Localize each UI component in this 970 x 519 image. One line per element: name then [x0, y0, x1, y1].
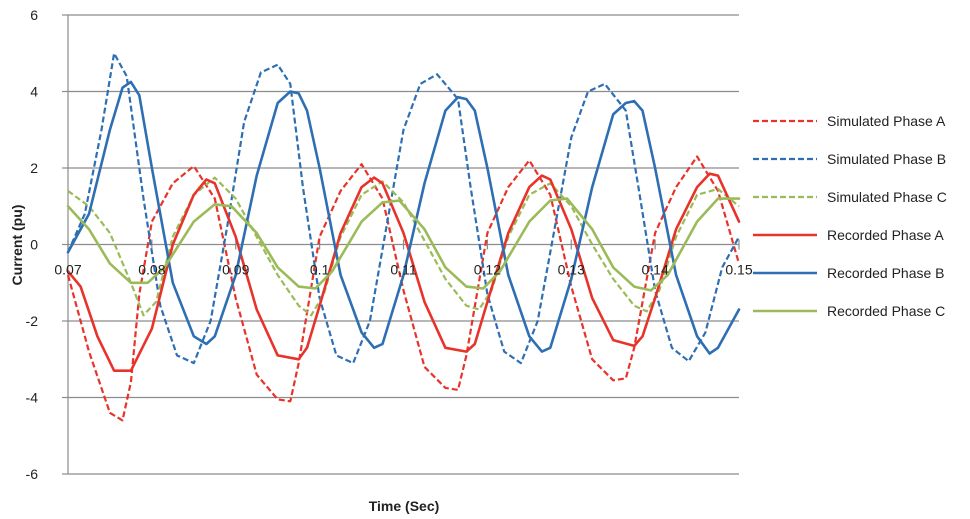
legend: Simulated Phase A Simulated Phase B Simula… — [753, 113, 947, 319]
x-tick-label: 0.07 — [54, 262, 81, 278]
x-tick-label: 0.13 — [558, 262, 585, 278]
x-tick-label: 0.09 — [222, 262, 249, 278]
series-line-simulated-phase-c — [67, 176, 740, 317]
grid-lines — [68, 14, 739, 475]
x-tick-label: 0.11 — [390, 262, 416, 278]
series-line-simulated-phase-a — [66, 155, 741, 422]
y-tick-label: 2 — [30, 160, 38, 176]
y-tick-label: 0 — [30, 237, 38, 253]
axes — [62, 14, 740, 475]
series-line-simulated-phase-b — [66, 52, 740, 365]
x-tick-label: 0.08 — [138, 262, 165, 278]
y-tick-label: 4 — [30, 84, 38, 100]
y-tick-label: -6 — [26, 466, 39, 482]
series-line-recorded-phase-b — [66, 80, 741, 355]
legend-label: Simulated Phase B — [827, 151, 946, 167]
series-lines — [66, 52, 741, 422]
y-axis-title: Current (pu) — [9, 205, 25, 286]
x-tick-label: 0.1 — [310, 262, 330, 278]
x-tick-label: 0.14 — [642, 262, 669, 278]
series-line-recorded-phase-c — [66, 197, 741, 292]
y-tick-label: -4 — [26, 390, 39, 406]
x-tick-label: 0.15 — [725, 262, 752, 278]
legend-label: Recorded Phase A — [827, 227, 944, 243]
legend-label: Recorded Phase B — [827, 265, 945, 281]
y-tick-label: 6 — [30, 7, 38, 23]
legend-label: Simulated Phase C — [827, 189, 947, 205]
tick-labels: -6 -4 -2 0 2 4 6 0.07 0.08 0.09 0.1 0.11 0.12 0.13 0.1… — [26, 7, 753, 482]
x-axis-title: Time (Sec) — [369, 498, 440, 514]
x-tick-label: 0.12 — [474, 262, 501, 278]
series-line-recorded-phase-a — [66, 172, 741, 372]
y-tick-label: -2 — [26, 313, 39, 329]
legend-label: Recorded Phase C — [827, 303, 945, 319]
legend-label: Simulated Phase A — [827, 113, 946, 129]
